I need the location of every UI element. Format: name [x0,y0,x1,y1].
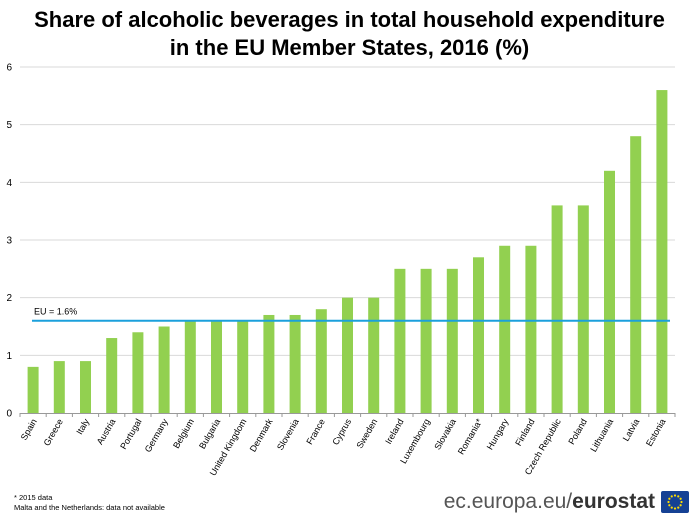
footnotes: * 2015 data Malta and the Netherlands: d… [14,493,165,513]
x-tick-label: France [304,417,327,446]
x-tick-label: Denmark [248,417,275,454]
bar [27,366,39,413]
x-tick-label: Cyprus [330,417,353,447]
bar [630,136,642,413]
bar [184,320,196,413]
bar [394,268,406,413]
bar [551,205,563,413]
x-tick-label: Greece [42,417,65,448]
x-tick-label: Austria [95,417,118,446]
bar [446,268,458,413]
bar [106,338,118,413]
flag-star [677,495,680,498]
y-tick-label: 1 [6,351,12,362]
x-tick-label: Bulgaria [197,417,222,451]
flag-star [673,494,677,497]
bar-chart: 0 1 2 3 4 5 6 Spain Greece Italy Austria Portugal Ge… [6,63,676,477]
bar [656,90,668,414]
bar [472,257,485,413]
bar [603,170,616,413]
bar [132,332,144,413]
x-tick-label: Slovenia [275,417,301,452]
bar [341,297,354,413]
flag-star [677,506,680,509]
flag-star [670,495,673,498]
x-tick-label: Finland [513,417,536,448]
bar [263,314,275,413]
bar [499,245,511,413]
x-tick-label: Estonia [644,417,668,448]
bar [158,326,170,413]
x-tick-label: Belgium [171,417,196,450]
chart-title: Share of alcoholic beverages in total ho… [0,6,699,62]
y-tick-label: 4 [6,178,12,189]
y-tick-label: 2 [6,293,12,304]
x-tick-label: Latvia [621,417,642,443]
footnote-1: * 2015 data [14,493,53,502]
bar [289,314,301,413]
chart-title-line-2: in the EU Member States, 2016 (%) [169,35,530,60]
flag-star [679,504,682,507]
bar [237,320,249,413]
bar [53,361,65,413]
flag-star [680,500,683,504]
y-tick-label: 0 [6,409,12,420]
x-tick-label: Ireland [383,417,405,446]
eu-average-label: EU = 1.6% [34,307,77,317]
bar [577,205,589,413]
x-tick-label: Spain [19,417,39,442]
x-tick-label: Germany [143,417,170,454]
flag-star [670,506,673,509]
x-tick-label: Poland [566,417,589,446]
flag-star [668,497,671,500]
flag-star [679,497,682,500]
footnote-2: Malta and the Netherlands: data not avai… [14,503,165,512]
flag-star [673,507,677,510]
x-tick-label: Portugal [118,417,143,451]
bar [420,268,432,413]
y-tick-label: 5 [6,120,12,131]
x-tick-label: Slovakia [432,417,458,451]
x-tick-label: Italy [74,417,91,437]
bar [315,309,327,413]
flag-star [667,500,670,504]
bar [79,361,92,413]
bar [368,297,380,413]
brand-prefix: ec.europa.eu/ [443,490,573,513]
x-tick-label: Romania* [456,417,485,457]
eurostat-brand: ec.europa.eu/eurostat [444,488,689,516]
chart-title-line-1: Share of alcoholic beverages in total ho… [34,7,665,32]
bar [210,320,223,413]
brand-name: eurostat [572,490,655,513]
eu-flag-icon [661,491,689,513]
x-tick-label: Hungary [485,417,511,452]
x-tick-label: Sweden [355,417,380,450]
bar [525,245,537,413]
x-tick-label: Lithuania [588,417,615,454]
y-tick-label: 6 [6,63,12,74]
y-tick-label: 3 [6,236,12,247]
flag-star [668,504,671,507]
